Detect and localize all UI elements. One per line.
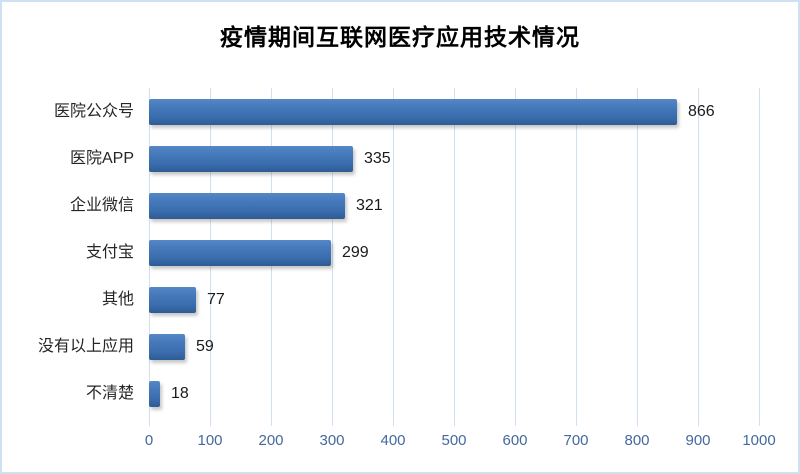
- axis-tick: [271, 418, 272, 426]
- category-label: 支付宝: [85, 244, 134, 261]
- x-axis-tick-label: 600: [502, 432, 528, 449]
- data-label: 321: [356, 197, 383, 214]
- x-axis-tick-label: 0: [144, 432, 154, 449]
- x-axis-tick-label: 100: [197, 432, 223, 449]
- axis-tick: [454, 418, 455, 426]
- category-label: 医院APP: [69, 150, 134, 167]
- x-axis-tick-label: 800: [624, 432, 650, 449]
- axis-tick: [515, 418, 516, 426]
- bar-支付宝: [149, 240, 331, 266]
- bar-医院APP: [149, 146, 353, 172]
- axis-tick: [759, 418, 760, 426]
- gridline: [515, 88, 516, 418]
- data-label: 335: [364, 150, 391, 167]
- x-axis-tick-label: 1000: [742, 432, 776, 449]
- gridline: [393, 88, 394, 418]
- gridline: [698, 88, 699, 418]
- x-axis-tick-label: 500: [441, 432, 467, 449]
- axis-tick: [210, 418, 211, 426]
- bar-其他: [149, 287, 196, 313]
- axis-tick: [698, 418, 699, 426]
- x-axis-tick-label: 400: [380, 432, 406, 449]
- data-label: 18: [171, 385, 189, 402]
- axis-tick: [576, 418, 577, 426]
- gridline: [454, 88, 455, 418]
- data-label: 299: [342, 244, 369, 261]
- gridline: [759, 88, 760, 418]
- category-label: 企业微信: [69, 197, 134, 214]
- axis-tick: [637, 418, 638, 426]
- gridline: [637, 88, 638, 418]
- chart-title: 疫情期间互联网医疗应用技术情况: [220, 24, 580, 50]
- axis-tick: [393, 418, 394, 426]
- data-label: 866: [688, 103, 715, 120]
- data-label: 59: [196, 338, 214, 355]
- axis-tick: [332, 418, 333, 426]
- gridline: [332, 88, 333, 418]
- bar-不清楚: [149, 381, 160, 407]
- bar-企业微信: [149, 193, 345, 219]
- x-axis-tick-label: 900: [685, 432, 711, 449]
- data-label: 77: [207, 291, 225, 308]
- x-axis-tick-label: 300: [319, 432, 345, 449]
- category-label: 不清楚: [85, 385, 134, 402]
- bar-没有以上应用: [149, 334, 185, 360]
- category-label: 其他: [101, 291, 134, 308]
- category-label: 没有以上应用: [37, 338, 134, 355]
- gridline: [576, 88, 577, 418]
- plot-area: 0 100 200 300 400 500 600 700 800 900 1000 866 335 32…: [145, 88, 776, 449]
- bar-医院公众号: [149, 99, 677, 125]
- axis-tick: [149, 418, 150, 426]
- x-axis-tick-label: 200: [258, 432, 284, 449]
- x-axis-tick-label: 700: [563, 432, 589, 449]
- category-label: 医院公众号: [53, 103, 134, 120]
